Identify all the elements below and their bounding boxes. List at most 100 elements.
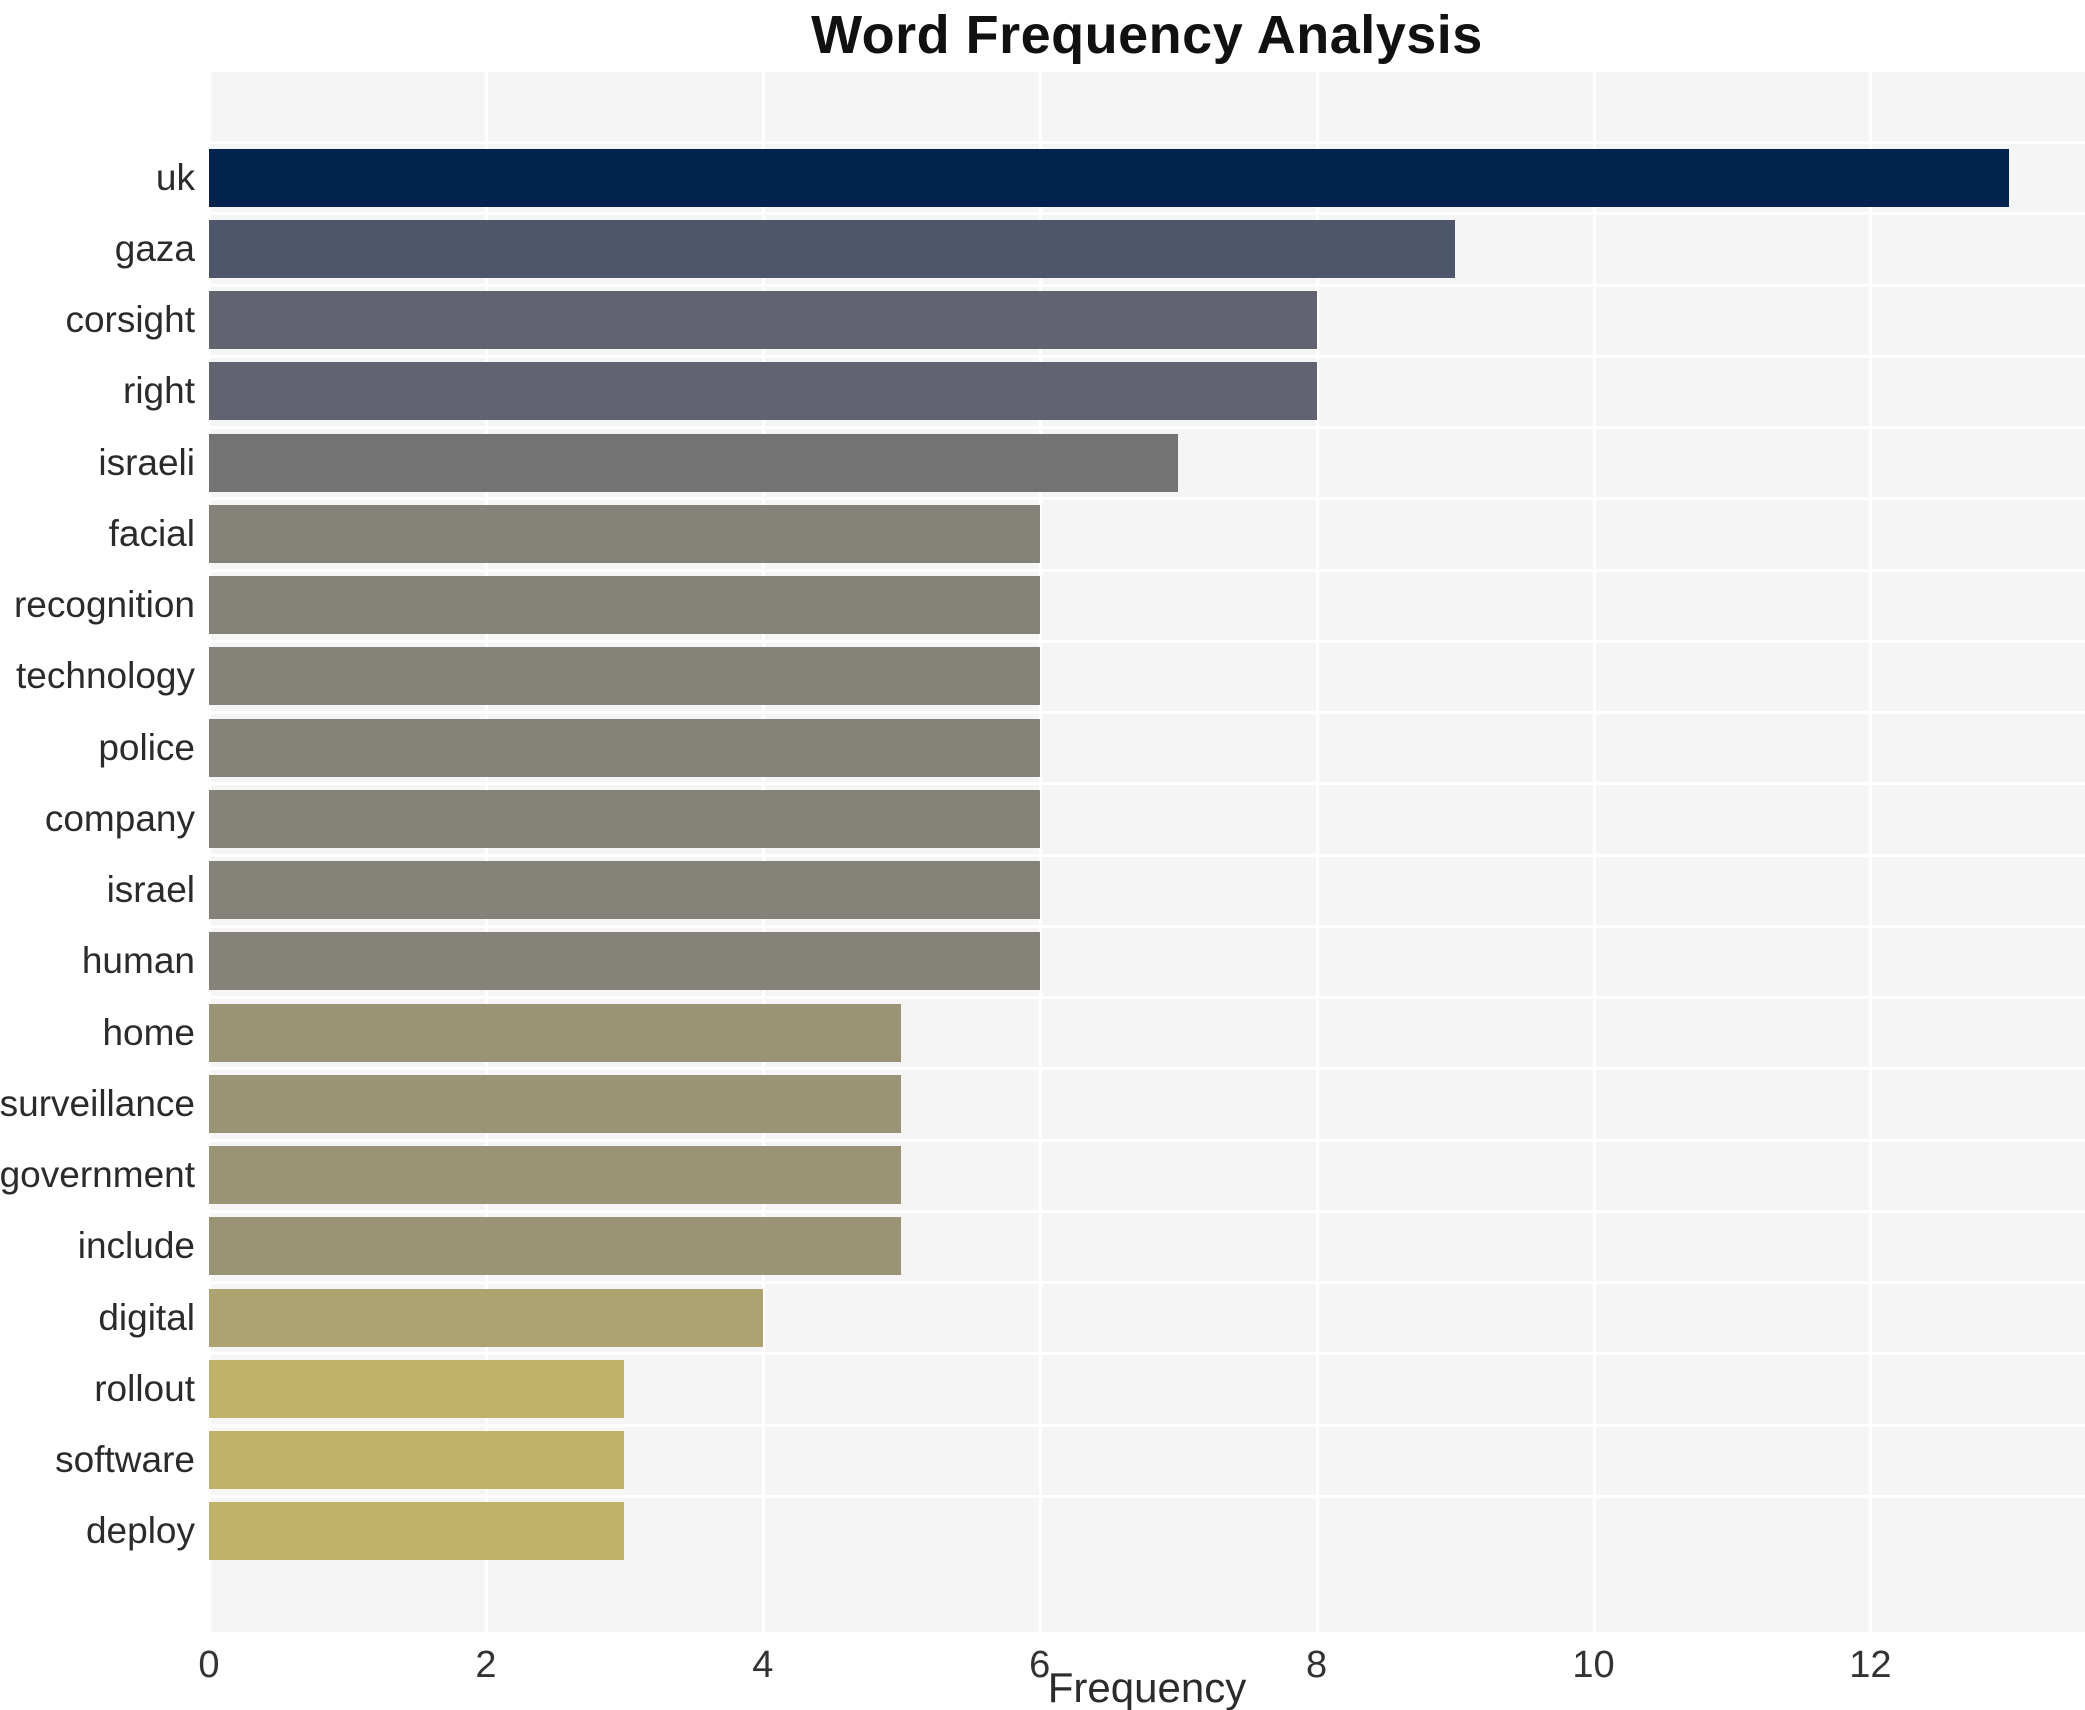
- x-axis-ticks: 0 2 4 6 8 10 12: [198, 1644, 2085, 1688]
- y-axis-label-corsight: corsight: [65, 299, 195, 341]
- y-gridline: [209, 853, 2085, 857]
- x-tick-label-12: 12: [1849, 1644, 1892, 1686]
- y-axis-label-uk: uk: [155, 156, 195, 198]
- x-tick-label-2: 2: [475, 1644, 497, 1686]
- y-axis-label-home: home: [102, 1011, 195, 1053]
- y-axis-label-right: right: [123, 370, 195, 412]
- y-axis-label-company: company: [44, 797, 195, 839]
- bar-digital: [209, 1288, 763, 1347]
- y-gridline: [209, 283, 2085, 287]
- x-axis-title: Frequency: [1047, 1664, 1247, 1710]
- x-tick-label-8: 8: [1306, 1644, 1328, 1686]
- chart-title: Word Frequency Analysis: [811, 5, 1483, 65]
- y-gridline: [209, 1494, 2085, 1498]
- bar-row-government: government: [0, 1138, 2085, 1211]
- x-tick-label-4: 4: [752, 1644, 774, 1686]
- y-axis-label-facial: facial: [108, 512, 195, 554]
- y-gridline: [209, 141, 2085, 144]
- x-gridline-4: [761, 72, 765, 1632]
- bar-row-gaza: gaza: [115, 212, 2085, 284]
- bar-row-surveillance: surveillance: [0, 1067, 2085, 1139]
- bar-include: [209, 1217, 902, 1276]
- bar-technology: [209, 647, 1040, 706]
- bar-rollout: [209, 1359, 625, 1418]
- y-gridline: [209, 212, 2085, 216]
- x-gridline-0: [208, 72, 211, 1632]
- y-axis-label-israel: israel: [106, 869, 195, 911]
- y-axis-label-gaza: gaza: [114, 227, 195, 269]
- bar-government: [209, 1146, 902, 1205]
- y-axis-label-software: software: [55, 1439, 195, 1481]
- y-gridline: [209, 996, 2085, 999]
- bar-surveillance: [209, 1074, 902, 1133]
- y-gridline: [209, 1209, 2085, 1213]
- y-axis-label-surveillance: surveillance: [0, 1082, 195, 1124]
- bar-row-digital: digital: [98, 1281, 2085, 1353]
- x-gridline-10: [1592, 72, 1596, 1632]
- y-gridline: [209, 1067, 2085, 1071]
- bar-row-software: software: [55, 1423, 2085, 1496]
- bar-row-home: home: [102, 996, 2085, 1068]
- y-gridline: [209, 711, 2085, 714]
- bar-row-uk: uk: [156, 141, 2085, 213]
- bar-recognition: [209, 576, 1040, 635]
- y-axis-label-human: human: [81, 940, 195, 982]
- bar-row-israeli: israeli: [98, 426, 2085, 498]
- bar-row-recognition: recognition: [14, 568, 2085, 641]
- bar-row-rollout: rollout: [94, 1352, 2085, 1424]
- bar-facial: [209, 504, 1040, 563]
- x-gridline-8: [1315, 72, 1319, 1632]
- y-gridline: [209, 354, 2085, 358]
- bar-row-deploy: deploy: [86, 1494, 2085, 1567]
- bar-company: [209, 789, 1040, 848]
- bar-police: [209, 718, 1040, 777]
- bar-israeli: [209, 433, 1179, 492]
- x-tick-label-0: 0: [198, 1644, 220, 1686]
- y-gridline: [209, 1352, 2085, 1356]
- y-gridline: [209, 782, 2085, 786]
- x-tick-label-10: 10: [1572, 1644, 1615, 1686]
- bar-right: [209, 362, 1317, 421]
- y-gridline: [209, 1281, 2085, 1284]
- x-gridline-6: [1038, 72, 1042, 1632]
- bar-row-corsight: corsight: [65, 283, 2085, 356]
- y-gridline: [209, 924, 2085, 928]
- y-axis-label-police: police: [98, 726, 195, 768]
- y-axis-label-digital: digital: [98, 1296, 195, 1338]
- y-axis-label-deploy: deploy: [85, 1510, 195, 1552]
- x-gridline-12: [1869, 72, 1873, 1632]
- y-gridline: [209, 1423, 2085, 1427]
- bar-uk: [209, 148, 2009, 207]
- y-gridline: [209, 568, 2085, 572]
- bar-row-facial: facial: [109, 497, 2085, 569]
- y-axis-label-include: include: [77, 1225, 195, 1267]
- bar-row-company: company: [45, 782, 2085, 854]
- plot-area: uk gaza corsight right israeli facial recognit…: [0, 72, 2085, 1632]
- bar-corsight: [209, 291, 1317, 350]
- bar-row-human: human: [82, 924, 2085, 997]
- y-gridline: [209, 639, 2085, 643]
- bar-deploy: [209, 1502, 625, 1561]
- bar-human: [209, 932, 1040, 991]
- y-gridline: [209, 426, 2085, 429]
- bar-software: [209, 1431, 625, 1490]
- bar-israel: [209, 861, 1040, 920]
- x-tick-label-6: 6: [1029, 1644, 1051, 1686]
- y-gridline: [209, 1138, 2085, 1142]
- bar-rows: uk gaza corsight right israeli facial recognit…: [0, 141, 2085, 1567]
- y-axis-label-recognition: recognition: [13, 584, 195, 626]
- y-axis-label-government: government: [0, 1154, 195, 1196]
- y-axis-label-israeli: israeli: [98, 441, 195, 483]
- bar-row-right: right: [123, 354, 2085, 427]
- bar-gaza: [209, 219, 1456, 278]
- bar-home: [209, 1003, 902, 1062]
- y-gridline: [209, 497, 2085, 501]
- bar-row-israel: israel: [107, 853, 2085, 926]
- x-gridline-2: [484, 72, 488, 1632]
- bar-row-include: include: [78, 1209, 2085, 1282]
- bar-row-police: police: [98, 711, 2085, 783]
- y-axis-label-technology: technology: [16, 655, 195, 697]
- y-axis-label-rollout: rollout: [94, 1367, 195, 1409]
- bar-row-technology: technology: [16, 639, 2085, 712]
